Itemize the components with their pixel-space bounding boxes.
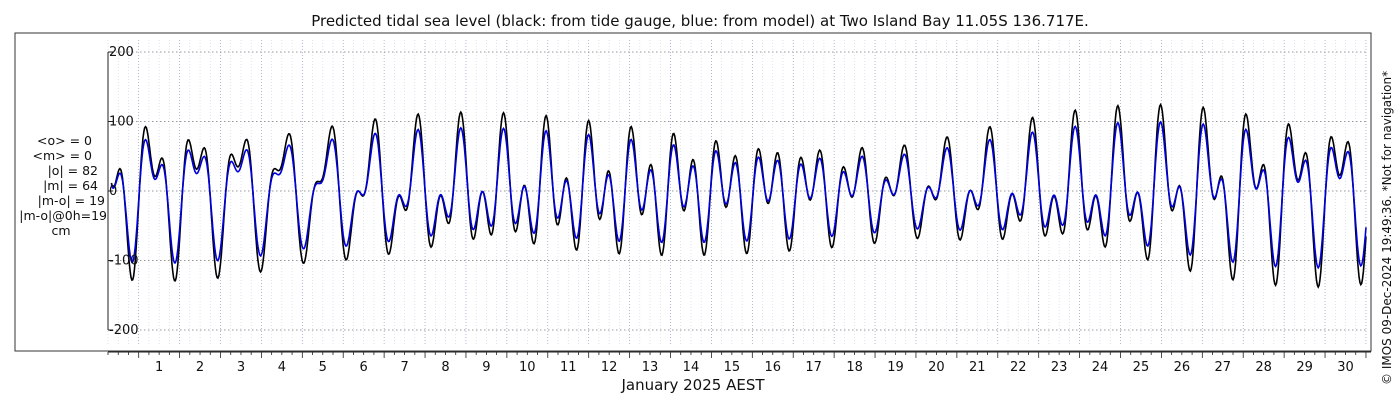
x-axis-label: January 2025 AEST — [621, 376, 766, 394]
axes — [107, 51, 1371, 358]
stats-panel: <o> = 0<m> = 0|o| = 82|m| = 64|m-o| = 19… — [19, 133, 107, 238]
y-tick-label: 200 — [109, 45, 134, 60]
x-tick-label: 24 — [1092, 360, 1109, 375]
x-tick-label: 11 — [560, 360, 577, 375]
x-tick-label: 16 — [764, 360, 781, 375]
y-tick-label: 0 — [109, 184, 117, 199]
y-tick-label: -100 — [109, 254, 139, 269]
stats-box — [14, 32, 1372, 352]
x-tick-label: 5 — [319, 360, 327, 375]
x-tick-label: 14 — [683, 360, 700, 375]
y-tick-label: 100 — [109, 115, 134, 130]
x-tick-label: 21 — [969, 360, 986, 375]
x-tick-label: 6 — [360, 360, 368, 375]
x-tick-label: 25 — [1133, 360, 1150, 375]
x-tick-label: 29 — [1296, 360, 1313, 375]
stat-line: |o| = 82 — [48, 163, 98, 178]
x-tick-label: 26 — [1174, 360, 1191, 375]
x-tick-label: 13 — [642, 360, 659, 375]
x-tick-label: 19 — [887, 360, 904, 375]
series-model-line — [110, 120, 1367, 270]
x-tick-label: 4 — [278, 360, 286, 375]
stat-line: |m-o|@0h=19 — [19, 208, 107, 223]
x-tick-label: 28 — [1255, 360, 1272, 375]
stat-line: <m> = 0 — [33, 148, 93, 163]
stat-line: |m-o| = 19 — [38, 193, 105, 208]
y-tick-label: -200 — [109, 323, 139, 338]
x-tick-label: 17 — [805, 360, 822, 375]
x-tick-label: 23 — [1051, 360, 1068, 375]
x-tick-label: 12 — [601, 360, 618, 375]
copyright-note: © IMOS 09-Dec-2024 19:49:36. *Not for na… — [1380, 71, 1394, 385]
x-tick-label: 8 — [441, 360, 449, 375]
x-tick-label: 20 — [928, 360, 945, 375]
x-tick-label: 10 — [519, 360, 536, 375]
x-tick-label: 18 — [846, 360, 863, 375]
x-tick-label: 27 — [1214, 360, 1231, 375]
grid-lines — [107, 40, 1368, 345]
stat-line: <o> = 0 — [37, 133, 92, 148]
x-tick-label: 2 — [196, 360, 204, 375]
x-tick-label: 30 — [1337, 360, 1354, 375]
chart-title: Predicted tidal sea level (black: from t… — [311, 12, 1089, 30]
x-tick-label: 15 — [724, 360, 741, 375]
x-tick-label: 3 — [237, 360, 245, 375]
stat-line: cm — [51, 223, 70, 238]
x-tick-label: 22 — [1010, 360, 1027, 375]
series-gauge-line — [110, 102, 1367, 289]
series-lines — [110, 102, 1367, 289]
x-tick-label: 9 — [482, 360, 490, 375]
stat-line: |m| = 64 — [43, 178, 98, 193]
x-tick-label: 1 — [155, 360, 163, 375]
x-tick-label: 7 — [400, 360, 408, 375]
